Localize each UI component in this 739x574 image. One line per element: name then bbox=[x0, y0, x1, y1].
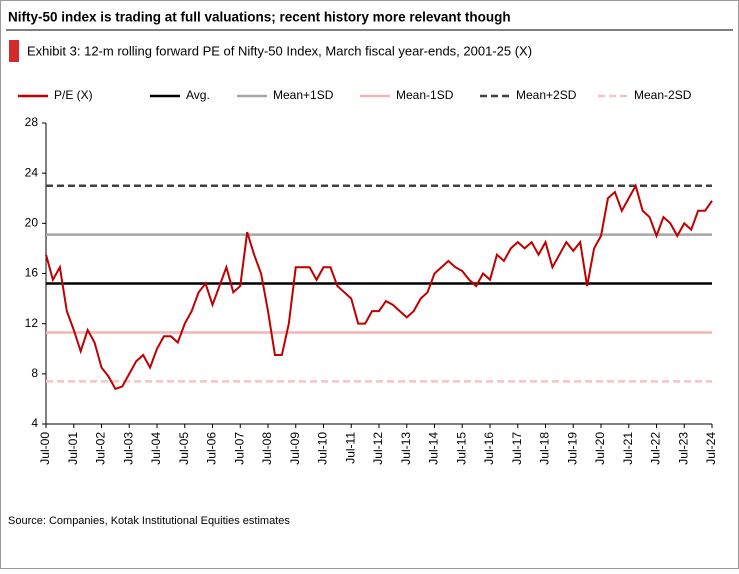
x-tick-label: Jul-22 bbox=[649, 432, 663, 465]
x-tick-label: Jul-11 bbox=[343, 432, 357, 464]
x-tick-label: Jul-12 bbox=[371, 432, 385, 465]
y-tick-label: 12 bbox=[25, 316, 39, 330]
x-tick-label: Jul-24 bbox=[704, 432, 718, 465]
legend-label: Mean+1SD bbox=[273, 88, 334, 102]
x-tick-label: Jul-15 bbox=[454, 432, 468, 465]
legend-label: Avg. bbox=[186, 88, 210, 102]
y-tick-label: 28 bbox=[25, 115, 39, 129]
x-tick-label: Jul-17 bbox=[510, 432, 524, 465]
y-tick-label: 16 bbox=[25, 266, 39, 280]
x-tick-label: Jul-01 bbox=[66, 432, 80, 465]
x-tick-label: Jul-14 bbox=[427, 432, 441, 465]
x-tick-label: Jul-18 bbox=[538, 432, 552, 465]
x-tick-label: Jul-23 bbox=[676, 432, 690, 465]
y-tick-label: 8 bbox=[31, 366, 38, 380]
source-note: Source: Companies, Kotak Institutional E… bbox=[8, 515, 290, 527]
x-tick-label: Jul-10 bbox=[316, 432, 330, 465]
x-tick-label: Jul-16 bbox=[482, 432, 496, 465]
y-tick-label: 24 bbox=[25, 165, 39, 179]
x-tick-label: Jul-05 bbox=[177, 432, 191, 465]
legend-label: Mean-2SD bbox=[634, 88, 692, 102]
x-tick-label: Jul-13 bbox=[399, 432, 413, 465]
x-tick-label: Jul-09 bbox=[288, 432, 302, 465]
x-tick-label: Jul-00 bbox=[38, 432, 52, 465]
x-tick-label: Jul-08 bbox=[260, 432, 274, 465]
x-tick-label: Jul-07 bbox=[232, 432, 246, 465]
x-tick-label: Jul-02 bbox=[94, 432, 108, 465]
exhibit-marker bbox=[9, 40, 19, 62]
x-tick-label: Jul-03 bbox=[121, 432, 135, 465]
x-tick-label: Jul-20 bbox=[593, 432, 607, 465]
y-tick-label: 4 bbox=[31, 416, 38, 430]
pe-line bbox=[45, 183, 713, 391]
legend-label: P/E (X) bbox=[54, 88, 93, 102]
legend-label: Mean-1SD bbox=[396, 88, 454, 102]
y-tick-label: 20 bbox=[25, 216, 39, 230]
x-tick-label: Jul-21 bbox=[621, 432, 635, 465]
chart-subtitle: Exhibit 3: 12-m rolling forward PE of Ni… bbox=[27, 43, 532, 58]
x-tick-label: Jul-19 bbox=[565, 432, 579, 465]
x-tick-label: Jul-04 bbox=[149, 432, 163, 465]
x-tick-label: Jul-06 bbox=[205, 432, 219, 465]
chart-title: Nifty-50 index is trading at full valuat… bbox=[8, 10, 511, 25]
legend-label: Mean+2SD bbox=[516, 88, 577, 102]
